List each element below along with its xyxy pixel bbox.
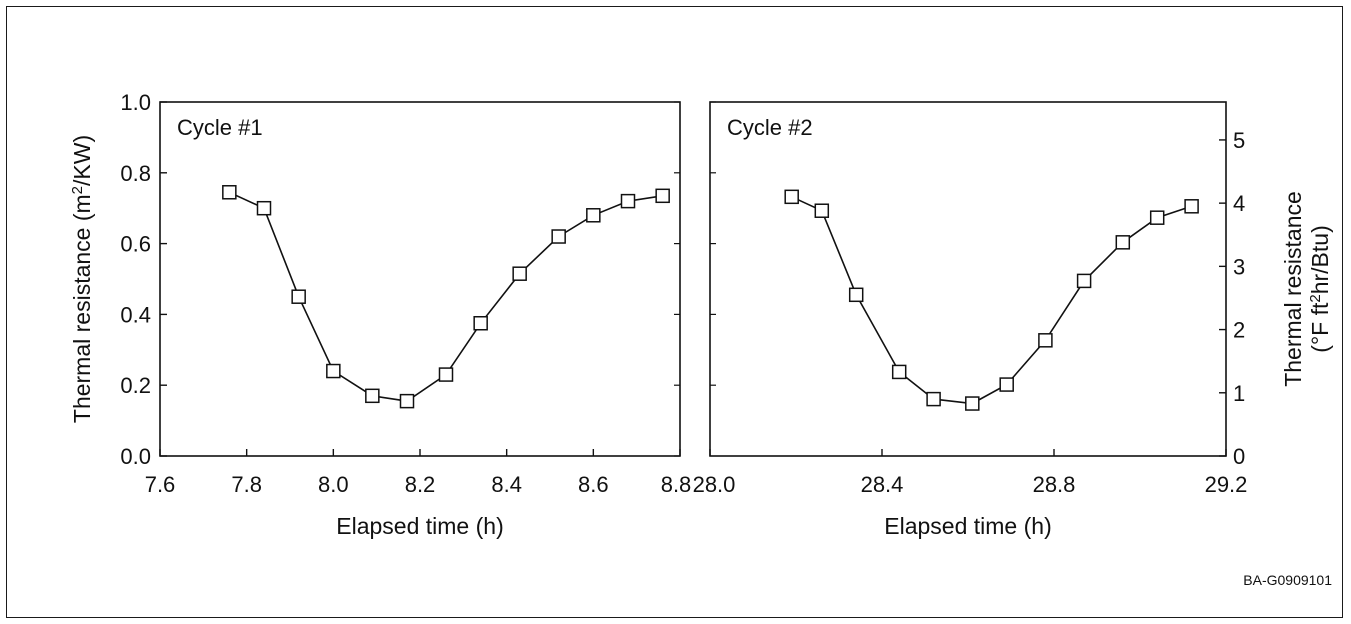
panel-1-y-label-main: Thermal resistance (m	[69, 194, 95, 423]
x-tick-label: 7.8	[231, 472, 262, 497]
data-point	[1076, 273, 1092, 289]
data-point	[655, 188, 670, 204]
y-tick-label: 0.0	[120, 444, 151, 469]
data-point	[399, 393, 415, 409]
panel-2-x-axis: 28.0 28.4 28.8 29.2	[693, 449, 1248, 497]
y-tick-label: 0.8	[120, 161, 151, 186]
x-tick-label: 28.4	[861, 472, 904, 497]
y-tick-label: 0	[1233, 444, 1245, 469]
y-tick-label: 2	[1233, 318, 1245, 343]
x-tick-label: 8.6	[578, 472, 609, 497]
panel-2-y-label-main: (°F ft	[1307, 302, 1333, 353]
data-point	[438, 367, 454, 382]
x-tick-label: 8.8	[661, 472, 692, 497]
panel-2-y-label-tail: hr/Btu)	[1307, 225, 1333, 294]
data-point	[365, 388, 380, 404]
data-point	[814, 203, 830, 218]
data-point	[926, 391, 941, 407]
data-point	[848, 287, 864, 303]
panel-2-y-axis: 0 1 2 3 4 5	[1219, 128, 1245, 469]
x-tick-label: 28.0	[693, 472, 736, 497]
x-tick-label: 8.4	[491, 472, 522, 497]
y-tick-label: 3	[1233, 254, 1245, 279]
data-point	[1149, 210, 1165, 225]
x-tick-label: 8.0	[318, 472, 349, 497]
panel-2-title: Cycle #2	[727, 115, 813, 140]
figure-id-label: BA-G0909101	[1243, 572, 1332, 588]
data-point	[326, 363, 341, 379]
y-tick-label: 1.0	[120, 90, 151, 115]
data-point	[891, 364, 907, 380]
data-point	[620, 193, 636, 209]
y-tick-label: 4	[1233, 191, 1245, 216]
x-tick-label: 28.8	[1033, 472, 1076, 497]
chart-figure: Cycle #1 7.6 7.8 8.0 8.2 8.4 8.6 8.8 0.0 0.2 0.4…	[69, 90, 1334, 588]
x-tick-label: 8.2	[405, 472, 436, 497]
data-point	[586, 208, 601, 223]
data-point	[965, 396, 980, 411]
panel-1-y-axis: 0.0 0.2 0.4 0.6 0.8 1.0	[120, 90, 680, 469]
y-tick-label: 5	[1233, 128, 1245, 153]
panel-1-points	[222, 185, 670, 409]
panel-1-x-axis-label: Elapsed time (h)	[336, 513, 503, 539]
panel-2-y-label-sup: 2	[1307, 294, 1324, 302]
data-point	[999, 377, 1014, 392]
data-point	[784, 189, 799, 205]
panel-2-plot-area	[709, 101, 1227, 457]
panel-1-title: Cycle #1	[177, 115, 263, 140]
figure-frame: Cycle #1 7.6 7.8 8.0 8.2 8.4 8.6 8.8 0.0 0.2 0.4…	[6, 6, 1343, 618]
panel-1-y-label-tail: /KW)	[69, 135, 95, 186]
panel-2-y-axis-label-line-1: Thermal resistance	[1280, 191, 1306, 387]
data-point	[1038, 333, 1053, 348]
x-tick-label: 7.6	[145, 472, 176, 497]
data-point	[1115, 235, 1131, 250]
panel-2-left-tick-marks	[710, 101, 716, 386]
data-point	[291, 289, 306, 304]
y-tick-label: 0.2	[120, 373, 151, 398]
data-point	[473, 316, 488, 331]
panel-2-points	[784, 189, 1199, 411]
data-point	[512, 266, 527, 281]
data-point	[551, 229, 566, 244]
y-tick-label: 0.6	[120, 232, 151, 257]
panel-2-y-axis-label-line-2: (°F ft2hr/Btu)	[1307, 225, 1334, 352]
y-tick-label: 1	[1233, 381, 1245, 406]
data-point	[256, 200, 272, 216]
data-point	[222, 185, 237, 200]
panel-2-x-axis-label: Elapsed time (h)	[884, 513, 1051, 539]
panel-1-y-axis-label: Thermal resistance (m2/KW)	[69, 135, 96, 423]
x-tick-label: 29.2	[1205, 472, 1248, 497]
panel-cycle-1: Cycle #1 7.6 7.8 8.0 8.2 8.4 8.6 8.8 0.0 0.2 0.4…	[69, 90, 692, 539]
panel-1-y-label-sup: 2	[69, 186, 86, 194]
y-tick-label: 0.4	[120, 302, 151, 327]
data-point	[1184, 199, 1199, 214]
panel-1-x-axis: 7.6 7.8 8.0 8.2 8.4 8.6 8.8	[145, 449, 692, 497]
panel-cycle-2: Cycle #2 28.0 28.4 28.8 29.2 0 1 2 3 4 5 Elapsed…	[693, 101, 1334, 539]
panel-1-plot-area	[159, 101, 681, 457]
